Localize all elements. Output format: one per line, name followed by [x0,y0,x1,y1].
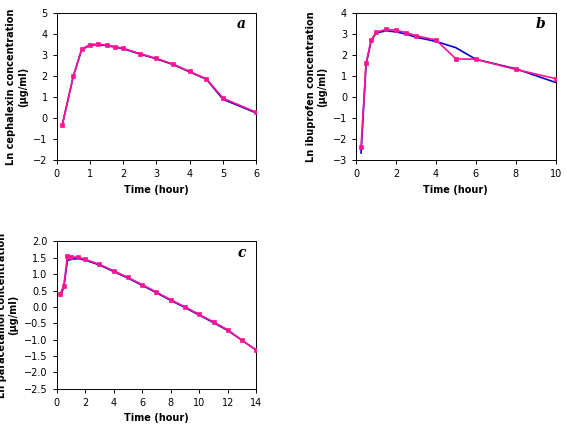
X-axis label: Time (hour): Time (hour) [124,413,189,423]
Y-axis label: Ln cephalexin concentration
(μg/ml): Ln cephalexin concentration (μg/ml) [6,9,28,165]
Text: b: b [536,17,545,32]
Y-axis label: Ln ibuprofen concentration
(μg/ml): Ln ibuprofen concentration (μg/ml) [306,11,327,162]
Y-axis label: Ln paracetamol concentration
(μg/ml): Ln paracetamol concentration (μg/ml) [0,232,19,398]
Text: c: c [238,246,246,260]
Text: a: a [238,17,246,32]
X-axis label: Time (hour): Time (hour) [424,185,488,195]
X-axis label: Time (hour): Time (hour) [124,185,189,195]
